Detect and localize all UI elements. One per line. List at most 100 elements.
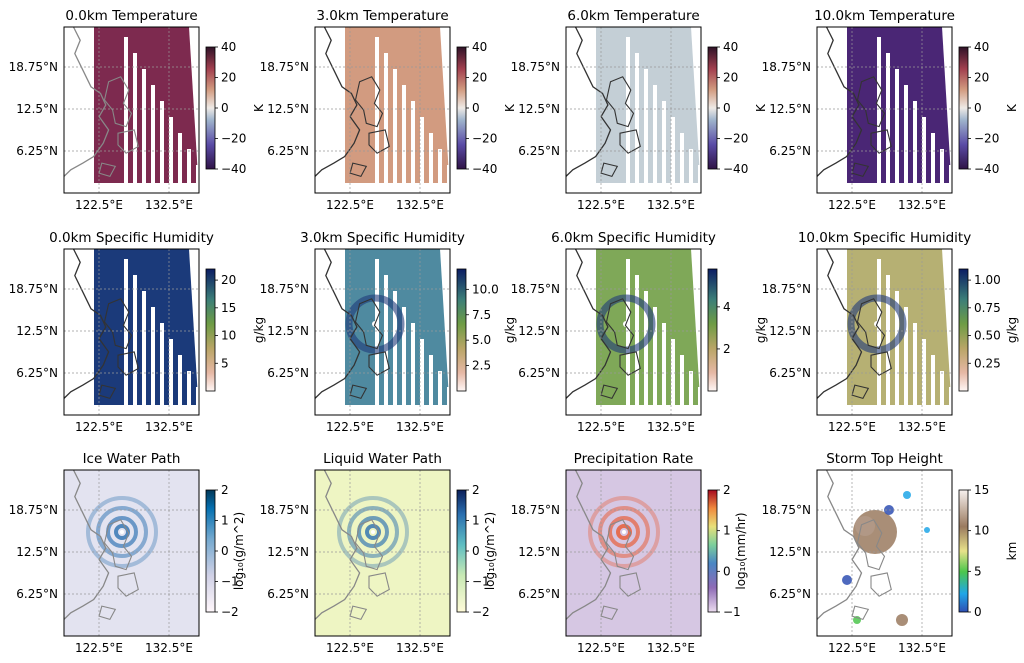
- swath-gap: [689, 371, 693, 405]
- coastline-island-0: [103, 76, 133, 128]
- lat-tick-label: 6.25°N: [267, 144, 309, 158]
- lat-tick-label: 6.25°N: [16, 144, 58, 158]
- colorbar-tick-label: −2: [221, 605, 239, 619]
- swath-gap: [160, 323, 164, 405]
- storm-ring: [345, 294, 405, 354]
- coastline-mainland: [63, 469, 110, 620]
- panel-12: Storm Top Height 18.75°N 12.5°N 6.25°N 122.5…: [762, 451, 1019, 655]
- lat-tick-label: 6.25°N: [518, 366, 560, 380]
- swath-gap: [886, 53, 890, 183]
- lat-tick-label: 12.5°N: [267, 324, 309, 338]
- lat-tick-label: 12.5°N: [518, 324, 560, 338]
- swath-gap: [671, 117, 675, 183]
- coastline-island-2: [98, 384, 117, 400]
- colorbar-tick-label: 2: [221, 483, 229, 497]
- lat-tick-label: 6.25°N: [518, 587, 560, 601]
- swath-gap: [133, 53, 137, 183]
- coastline-mainland: [565, 26, 612, 177]
- swath-edge: [440, 249, 450, 415]
- colorbar-tick-label: 15: [974, 483, 989, 497]
- colorbar-tick-label: 1.00: [974, 273, 1001, 287]
- lat-tick-label: 18.75°N: [9, 60, 58, 74]
- colorbar-label: g/kg: [503, 317, 517, 343]
- swath-gap: [680, 133, 684, 183]
- data-field: [817, 470, 952, 636]
- panel-5: 0.0km Specific Humidity 18.75°N 12.5°N 6.25…: [9, 230, 266, 434]
- coastline-mainland: [565, 248, 612, 399]
- swath-gap: [886, 275, 890, 405]
- lon-tick-label: 132.5°E: [647, 198, 695, 212]
- colorbar-tick-label: −20: [974, 132, 999, 146]
- coastline-island-2: [600, 605, 619, 621]
- panel-title: Ice Water Path: [83, 451, 181, 467]
- colorbar-label: log₁₀(g/m^2): [232, 512, 246, 590]
- swath-gap: [187, 149, 191, 183]
- axes-frame: [816, 248, 953, 416]
- swath-edge: [440, 27, 450, 193]
- lat-tick-label: 12.5°N: [16, 545, 58, 559]
- colorbar-label: K: [252, 103, 266, 112]
- lat-tick-label: 12.5°N: [267, 545, 309, 559]
- coastline-island-1: [368, 572, 390, 597]
- swath-gap: [895, 69, 899, 183]
- swath-gap: [178, 355, 182, 405]
- axes-frame: [816, 26, 953, 194]
- storm-band: [588, 496, 660, 568]
- storm-cell: [842, 575, 852, 585]
- colorbar-tick-label: 40: [974, 40, 989, 54]
- axes-frame: [314, 248, 451, 416]
- swath-edge: [189, 27, 199, 193]
- lat-tick-label: 18.75°N: [260, 282, 309, 296]
- lon-tick-label: 122.5°E: [828, 641, 876, 655]
- swath-gap: [653, 85, 657, 183]
- lat-tick-label: 18.75°N: [9, 503, 58, 517]
- coastline-mainland: [816, 248, 863, 399]
- swath-gap: [160, 101, 164, 183]
- coastline-island-1: [117, 351, 139, 376]
- colorbar: [205, 46, 216, 170]
- panel-4: 10.0km Temperature 18.75°N 12.5°N 6.25°N 122…: [762, 8, 1019, 212]
- lon-tick-label: 132.5°E: [396, 198, 444, 212]
- colorbar-label: log₁₀(g/m^2): [483, 512, 497, 590]
- panel-8: 10.0km Specific Humidity 18.75°N 12.5°N 6.2…: [762, 230, 1019, 434]
- colorbar: [707, 489, 718, 613]
- lat-tick-label: 18.75°N: [260, 503, 309, 517]
- coastline-island-2: [349, 384, 368, 400]
- storm-band: [608, 516, 640, 548]
- data-field: [596, 27, 701, 183]
- swath-gap: [375, 259, 379, 405]
- lat-tick-label: 18.75°N: [511, 282, 560, 296]
- lon-tick-label: 122.5°E: [828, 198, 876, 212]
- lat-tick-label: 6.25°N: [769, 144, 811, 158]
- swath-gap: [393, 69, 397, 183]
- colorbar-tick-label: −40: [974, 162, 999, 176]
- swath-gap: [644, 69, 648, 183]
- axes-frame: [63, 26, 200, 194]
- panels-layer: 0.0km Temperature 18.75°N 12.5°N 6.25°N 122.…: [9, 8, 1019, 655]
- colorbar-tick-label: −1: [472, 575, 490, 589]
- swath-gap: [904, 307, 908, 405]
- lon-tick-label: 122.5°E: [326, 420, 374, 434]
- swath-gap: [124, 259, 128, 405]
- swath-gap: [375, 37, 379, 183]
- colorbar-tick-label: 5.0: [472, 333, 491, 347]
- lat-tick-label: 12.5°N: [769, 545, 811, 559]
- colorbar-tick-label: 1: [472, 514, 480, 528]
- panel-title: 0.0km Temperature: [65, 8, 197, 24]
- colorbar-tick-label: 40: [723, 40, 738, 54]
- colorbar-tick-label: 7.5: [472, 308, 491, 322]
- swath-gap: [922, 339, 926, 405]
- swath-gap: [931, 355, 935, 405]
- swath-gap: [429, 133, 433, 183]
- colorbar-tick-label: 4: [723, 300, 731, 314]
- colorbar-tick-label: −1: [221, 575, 239, 589]
- lat-tick-label: 18.75°N: [762, 60, 811, 74]
- colorbar-tick-label: −40: [472, 162, 497, 176]
- panel-3: 6.0km Temperature 18.75°N 12.5°N 6.25°N 122.…: [511, 8, 768, 212]
- coastline-island-0: [103, 298, 133, 350]
- data-field: [94, 27, 199, 183]
- lon-tick-label: 122.5°E: [326, 641, 374, 655]
- lon-tick-label: 132.5°E: [647, 641, 695, 655]
- axes-frame: [63, 469, 200, 637]
- swath-gap: [689, 149, 693, 183]
